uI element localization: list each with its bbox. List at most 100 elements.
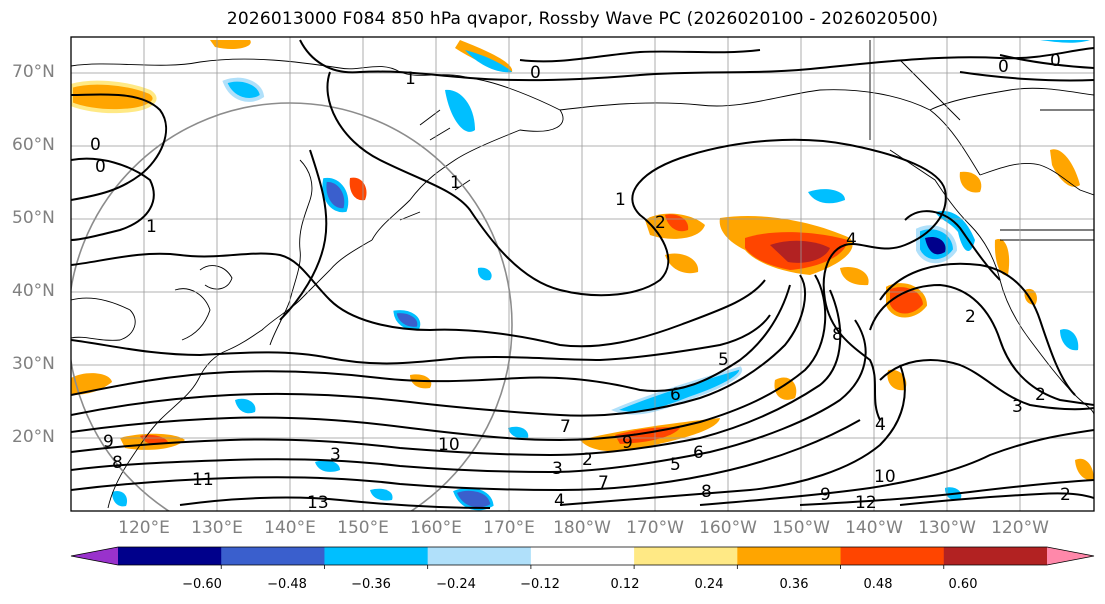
colorbar-tick-label: 0.48 bbox=[863, 577, 893, 592]
contour-label: 3 bbox=[1012, 397, 1023, 417]
anomaly-patch bbox=[1050, 149, 1080, 187]
colorbar-segment bbox=[737, 547, 842, 565]
lon-label: 170°E bbox=[483, 518, 535, 538]
colorbar-tick-label: 0.36 bbox=[779, 577, 809, 592]
colorbar-tick-label: −0.60 bbox=[182, 577, 222, 592]
anomaly-patch bbox=[887, 369, 907, 391]
lat-label-20n: 20°N bbox=[12, 427, 55, 447]
contour-label: 2 bbox=[655, 213, 666, 233]
anomaly-patch bbox=[222, 77, 265, 102]
lon-label: 140°W bbox=[845, 518, 903, 538]
contour-lines bbox=[71, 39, 1094, 509]
contour-label: 10 bbox=[438, 435, 460, 455]
anomaly-patch bbox=[925, 236, 946, 255]
anomaly-patch bbox=[508, 426, 529, 439]
anomaly-patch bbox=[615, 427, 680, 444]
contour-label: 2 bbox=[965, 307, 976, 327]
lon-label: 180°W bbox=[553, 518, 611, 538]
anomaly-patch bbox=[665, 253, 699, 274]
contour-label: 4 bbox=[554, 491, 565, 511]
colorbar-segment bbox=[840, 547, 945, 565]
anomaly-patch bbox=[808, 189, 845, 204]
colorbar-segment bbox=[118, 547, 222, 565]
wave-packet-circle bbox=[71, 102, 513, 511]
contour-label: 2 bbox=[582, 450, 593, 470]
anomaly-patch bbox=[210, 40, 251, 50]
contour-label: 8 bbox=[832, 325, 843, 345]
anomaly-patch bbox=[1060, 329, 1079, 351]
lon-label: 160°E bbox=[410, 518, 462, 538]
anomaly-patch bbox=[453, 487, 494, 511]
contour-label: 6 bbox=[693, 443, 704, 463]
lat-label-30n: 30°N bbox=[12, 354, 55, 374]
contour-label: 0 bbox=[530, 63, 541, 83]
contour-labels: 1 0 0 0 0 0 1 1 1 2 2 3 2 4 5 6 7 8 9 10 bbox=[90, 51, 1071, 513]
contour-label: 13 bbox=[307, 493, 329, 513]
contour-label: 0 bbox=[90, 135, 101, 155]
colorbar-tick-label: −0.48 bbox=[267, 577, 307, 592]
contour-label: 2 bbox=[1035, 385, 1046, 405]
anomaly-patch bbox=[71, 373, 112, 395]
lon-label: 120°E bbox=[118, 518, 170, 538]
lon-label: 120°W bbox=[991, 518, 1049, 538]
anomaly-patch bbox=[235, 398, 256, 414]
anomaly-patch bbox=[886, 283, 928, 318]
anomaly-patch bbox=[770, 240, 830, 263]
contour-label: 0 bbox=[998, 57, 1009, 77]
anomaly-patch bbox=[840, 266, 869, 286]
figure-title: 2026013000 F084 850 hPa qvapor, Rossby W… bbox=[226, 9, 939, 29]
lon-label: 150°E bbox=[337, 518, 389, 538]
colorbar-segment bbox=[530, 547, 635, 565]
lon-label: 130°E bbox=[191, 518, 243, 538]
contour-label: 9 bbox=[103, 432, 114, 452]
lon-label: 130°W bbox=[918, 518, 976, 538]
lon-label: 140°E bbox=[264, 518, 316, 538]
colorbar bbox=[70, 546, 1095, 569]
contour-label: 1 bbox=[146, 217, 157, 237]
lat-label-60n: 60°N bbox=[12, 135, 55, 155]
colorbar-extend-min bbox=[71, 547, 118, 565]
map-background bbox=[71, 37, 1094, 511]
contour-label: 6 bbox=[670, 385, 681, 405]
anomaly-patch bbox=[393, 310, 421, 330]
graticule bbox=[71, 37, 1094, 511]
anomaly-patch bbox=[71, 80, 157, 114]
map-frame bbox=[70, 36, 1095, 512]
lat-label-70n: 70°N bbox=[12, 62, 55, 82]
anomaly-patch bbox=[959, 171, 982, 193]
lon-label: 150°W bbox=[772, 518, 830, 538]
anomaly-patch bbox=[935, 210, 975, 252]
colorbar-segment bbox=[221, 547, 325, 565]
anomaly-patch bbox=[140, 434, 168, 445]
colorbar-tick-label: −0.36 bbox=[351, 577, 391, 592]
contour-label: 0 bbox=[1050, 51, 1061, 71]
contour-label: 9 bbox=[820, 485, 831, 505]
colorbar-tick-label: 0.12 bbox=[610, 577, 640, 592]
contour-label: 1 bbox=[405, 69, 416, 89]
contour-label: 9 bbox=[622, 433, 633, 453]
colorbar-segment bbox=[324, 547, 429, 565]
contour-label: 3 bbox=[552, 459, 563, 479]
anomaly-patch bbox=[465, 50, 512, 73]
coastlines bbox=[71, 40, 1094, 509]
anomaly-patch bbox=[322, 177, 349, 213]
contour-label: 1 bbox=[615, 190, 626, 210]
colorbar-tick-label: −0.24 bbox=[436, 577, 476, 592]
contour-label: 10 bbox=[874, 467, 896, 487]
anomaly-patch bbox=[349, 177, 367, 201]
anomaly-patch bbox=[1040, 40, 1090, 43]
contour-label: 7 bbox=[560, 417, 571, 437]
contour-label: 7 bbox=[598, 473, 609, 493]
contour-label: 8 bbox=[701, 482, 712, 502]
colorbar-segment bbox=[943, 547, 1048, 565]
colorbar-outline bbox=[70, 546, 1095, 566]
anomaly-patch bbox=[315, 460, 340, 472]
colorbar-tick-label: 0.24 bbox=[694, 577, 724, 592]
contour-label: 5 bbox=[670, 455, 681, 475]
contour-label: 8 bbox=[112, 453, 123, 473]
anomaly-patch bbox=[477, 267, 492, 281]
contour-label: 4 bbox=[875, 415, 886, 435]
colorbar-segment bbox=[634, 547, 738, 565]
colorbar-tick-label: 0.60 bbox=[948, 577, 978, 592]
